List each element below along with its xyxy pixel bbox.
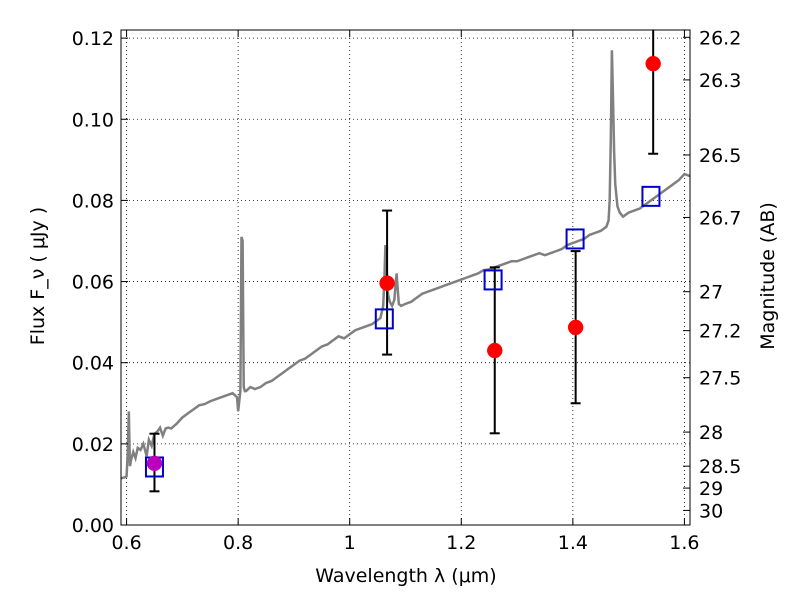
- magnitude-tick-label: 26.2: [699, 27, 741, 49]
- spectrum-line: [121, 50, 690, 480]
- magnitude-tick-label: 29: [699, 478, 723, 500]
- observed-flux-marker: [487, 342, 503, 359]
- x-axis-label: Wavelength λ (μm): [315, 565, 496, 587]
- model-square-marker: [565, 228, 585, 250]
- grid: [121, 30, 690, 526]
- observed-flux-marker: [645, 55, 661, 72]
- x-tick-label: 1: [344, 532, 356, 554]
- magnitude-tick-label: 26.7: [699, 207, 741, 229]
- magnitude-tick-label: 27.5: [699, 368, 741, 390]
- x-tick-label: 1.2: [446, 532, 476, 554]
- y-tick-label: 0.02: [72, 434, 114, 456]
- magnitude-tick-label: 27.2: [699, 321, 741, 343]
- y-tick-label: 0.12: [72, 28, 114, 50]
- x-tick-label: 0.6: [111, 532, 141, 554]
- y-axis-label-left: Flux F_ν ( μJy ): [27, 207, 49, 345]
- observed-flux-marker: [379, 275, 395, 291]
- y-tick-label: 0.04: [72, 353, 114, 375]
- y-tick-label: 0.10: [72, 109, 114, 131]
- magnitude-tick-label: 28.5: [699, 456, 741, 478]
- x-tick-label: 1.6: [669, 532, 699, 554]
- optical-flux-marker: [146, 455, 163, 472]
- magnitude-tick-label: 30: [699, 500, 723, 522]
- x-tick-label: 0.8: [223, 532, 253, 554]
- axes-frame: [120, 29, 691, 526]
- y-tick-label: 0.00: [72, 515, 114, 537]
- y-axis-label-right: Magnitude (AB): [757, 202, 779, 350]
- ticks: [121, 30, 690, 526]
- y-tick-label: 0.06: [72, 272, 114, 294]
- x-tick-label: 1.4: [558, 532, 588, 554]
- plot-area: [121, 30, 690, 493]
- magnitude-tick-label: 28: [699, 422, 723, 444]
- magnitude-tick-label: 26.5: [699, 145, 741, 167]
- y-tick-label: 0.08: [72, 190, 114, 212]
- magnitude-tick-label: 27: [699, 282, 723, 304]
- model-square-marker: [483, 269, 503, 291]
- tick-labels: 0.6 0.8 1 1.2 1.4 1.6 0.00 0.02 0.04 0.06 0.08 0.10…: [72, 27, 742, 554]
- magnitude-tick-label: 26.3: [699, 70, 741, 92]
- observed-flux-marker: [567, 319, 584, 336]
- model-square-marker: [374, 308, 394, 330]
- model-square-marker: [641, 185, 661, 207]
